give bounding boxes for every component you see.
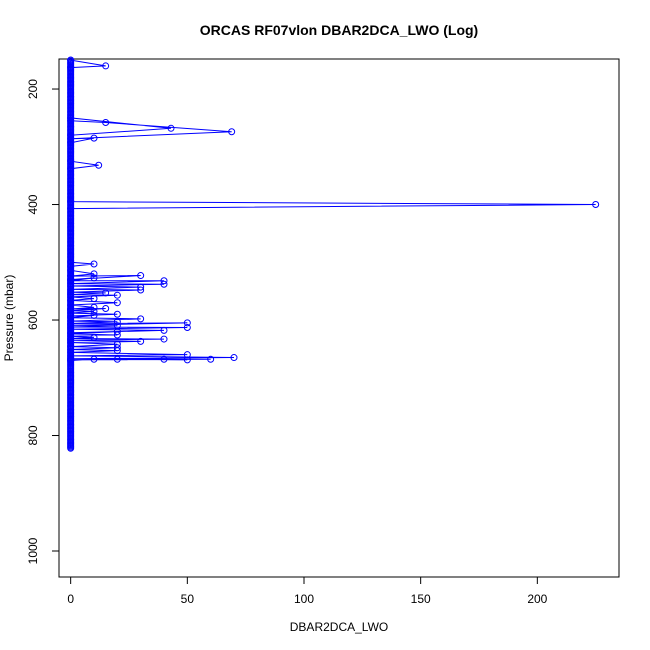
y-tick-label: 800 (26, 425, 40, 445)
x-axis: 0 50 100 150 200 (67, 576, 548, 606)
data-point (67, 288, 75, 296)
data-point (160, 326, 168, 334)
data-point (102, 304, 110, 312)
y-tick-label: 1000 (26, 537, 40, 564)
data-point (95, 161, 103, 169)
data-point (90, 311, 98, 319)
data-point (67, 352, 75, 360)
data-point (113, 344, 121, 352)
data-point (67, 325, 75, 333)
data-point (67, 339, 75, 347)
chart-title: ORCAS RF07vlon DBAR2DCA_LWO (Log) (200, 22, 478, 38)
data-point (67, 309, 75, 317)
data-point (90, 134, 98, 142)
data-point (207, 355, 215, 363)
data-point (160, 277, 168, 285)
data-point (137, 315, 145, 323)
data-point (90, 307, 98, 315)
series-line (70, 59, 596, 361)
data-point (67, 307, 75, 315)
data-point (113, 310, 121, 318)
data-point (67, 114, 75, 122)
data-point (113, 331, 121, 339)
data-point (67, 139, 75, 147)
data-point (160, 280, 168, 288)
data-point (67, 135, 75, 143)
data-point (102, 289, 110, 297)
data-point (67, 272, 75, 280)
data-point (67, 293, 75, 301)
data-point (67, 205, 75, 213)
data-point (183, 319, 191, 327)
data-point (228, 128, 236, 136)
data-point (183, 324, 191, 332)
data-point (102, 62, 110, 70)
data-point (67, 285, 75, 293)
data-point (67, 131, 75, 139)
data-point (113, 328, 121, 336)
data-point (90, 295, 98, 303)
data-point (137, 283, 145, 291)
x-axis-label: DBAR2DCA_LWO (290, 620, 388, 634)
data-point (183, 351, 191, 359)
data-point (137, 272, 145, 280)
y-tick-label: 200 (26, 79, 40, 99)
plot-frame (58, 58, 620, 578)
data-point (90, 274, 98, 282)
plot-border (58, 58, 620, 578)
y-tick-label: 400 (26, 194, 40, 214)
data-point (67, 296, 75, 304)
y-tick-label: 600 (26, 310, 40, 330)
data-point (90, 333, 98, 341)
data-point (67, 444, 75, 452)
data-point (113, 318, 121, 326)
data-point (67, 64, 75, 72)
data-point (137, 286, 145, 294)
data-point (90, 270, 98, 278)
x-tick-label: 150 (411, 592, 431, 606)
data-point (67, 56, 75, 64)
data-point (67, 356, 75, 364)
x-tick-label: 100 (294, 592, 314, 606)
data-series (67, 56, 600, 452)
data-point (167, 124, 175, 132)
data-point (67, 157, 75, 165)
data-point (230, 354, 238, 362)
data-point (90, 260, 98, 268)
data-point (102, 119, 110, 127)
data-point (592, 201, 600, 209)
data-point (113, 299, 121, 307)
data-point (113, 347, 121, 355)
x-tick-label: 50 (181, 592, 195, 606)
x-tick-label: 0 (67, 592, 74, 606)
data-point (90, 303, 98, 311)
data-point (67, 258, 75, 266)
data-point (67, 117, 75, 125)
data-point (113, 291, 121, 299)
data-point (90, 355, 98, 363)
data-point (160, 355, 168, 363)
data-point (67, 277, 75, 285)
data-point (113, 355, 121, 363)
y-axis: 200 400 600 800 1000 (26, 79, 60, 564)
data-point (67, 262, 75, 270)
x-tick-label: 200 (527, 592, 547, 606)
data-point (67, 165, 75, 173)
data-point (137, 337, 145, 345)
data-point (160, 335, 168, 343)
data-point (183, 356, 191, 364)
data-point (67, 198, 75, 206)
y-axis-label: Pressure (mbar) (2, 275, 16, 362)
